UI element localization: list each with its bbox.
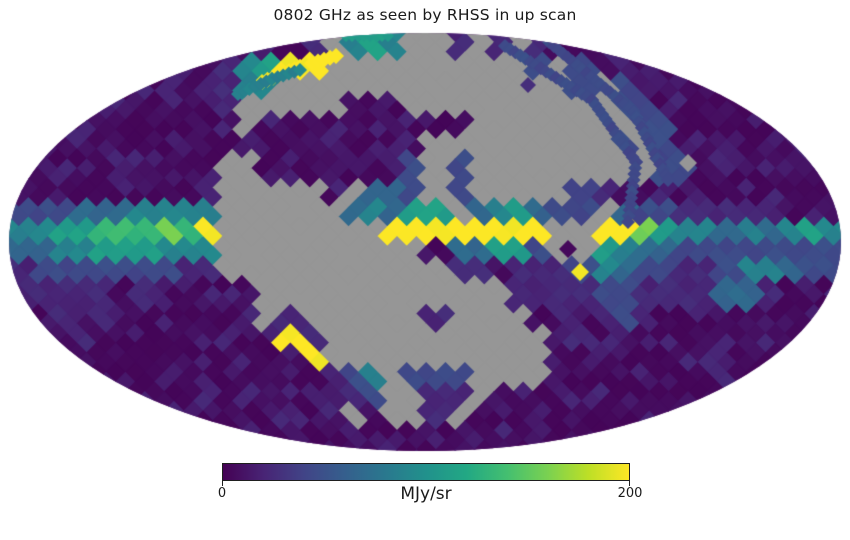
colorbar-tickmark-max [629,481,630,486]
colorbar-tickmark-min [222,481,223,486]
colorbar-gradient [222,463,630,481]
colorbar-tick-min: 0 [217,486,227,501]
colorbar-tick-max: 200 [617,486,643,501]
colorbar-label: MJy/sr [400,484,452,504]
